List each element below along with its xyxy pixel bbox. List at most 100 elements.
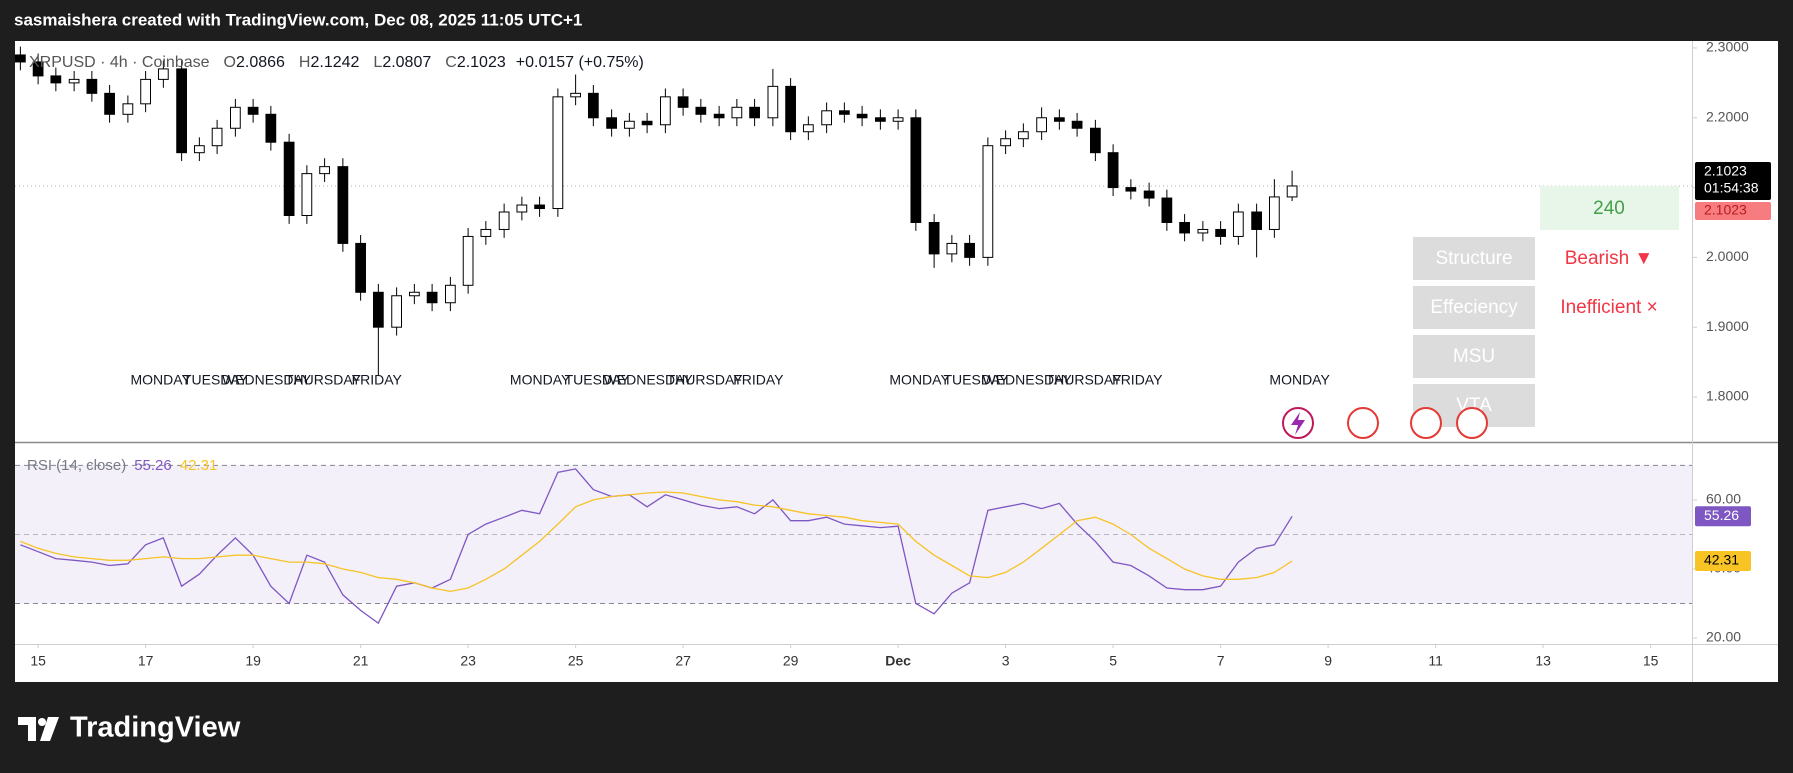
ohlc-legend: XRPUSD · 4h · Coinbase O2.0866 H2.1242 L2.0…: [29, 54, 644, 71]
rsi-line: [20, 468, 1293, 625]
session-label: TUESDAY: [183, 372, 249, 388]
y-tick-label: 1.9000: [1706, 318, 1749, 334]
y-tick-label: 2.3000: [1706, 39, 1749, 55]
y-tick-label: 1.8000: [1706, 388, 1749, 404]
logo-dot: [38, 718, 46, 726]
symbol: XRPUSD · 4h · Coinbase: [29, 54, 210, 71]
brand: TradingView: [70, 712, 241, 744]
panel-value: Bearish ▼: [1565, 248, 1654, 269]
candle-body: [1071, 120, 1083, 129]
y-tick-label: 2.0000: [1706, 248, 1749, 264]
lightning-glyph: [1291, 412, 1305, 435]
candle-body: [570, 92, 581, 98]
candle-body: [86, 78, 98, 94]
rsi-value: 55.26: [134, 457, 172, 474]
candle-body: [319, 166, 330, 175]
ohlc-key: C: [445, 54, 457, 71]
candle-body: [1251, 211, 1263, 230]
panel-label: MSU: [1453, 346, 1495, 367]
candle-body: [964, 242, 975, 258]
candle-body: [677, 96, 689, 108]
session-label: FRIDAY: [1112, 372, 1163, 388]
logo-mark: [18, 717, 36, 741]
candle-body: [516, 204, 528, 213]
x-tick-label: 13: [1535, 653, 1551, 669]
candle-body: [247, 106, 259, 115]
candle-body: [641, 120, 653, 126]
candle-body: [301, 173, 313, 216]
session-label: MONDAY: [889, 372, 950, 388]
candle-body: [1286, 185, 1298, 198]
ohlc-value: 2.1023: [457, 54, 506, 71]
candle-body: [749, 106, 760, 119]
logo-mark: [40, 717, 59, 741]
x-tick-label: 23: [460, 653, 476, 669]
candle-body: [1161, 197, 1173, 223]
session-label: FRIDAY: [352, 372, 403, 388]
candle-body: [372, 291, 384, 328]
price-tag-alt: [1695, 201, 1771, 220]
candle-body: [785, 85, 796, 133]
x-tick-label: 9: [1324, 653, 1332, 669]
y-tick-label: 60.00: [1706, 491, 1741, 507]
candle-body: [1197, 228, 1209, 234]
candle-body: [176, 68, 188, 154]
panel-value: Inefficient ×: [1560, 297, 1657, 318]
candle-body: [444, 284, 456, 304]
candle-body: [982, 145, 994, 258]
candle-body: [606, 117, 618, 129]
candle-body: [587, 92, 599, 119]
candle-body: [713, 113, 725, 119]
price-tag: [1695, 161, 1771, 200]
x-tick-label: 3: [1002, 653, 1010, 669]
candle-body: [534, 204, 545, 210]
ohlc-value: 2.0807: [382, 54, 431, 71]
candle-body: [32, 61, 44, 77]
x-tick-label: 21: [353, 653, 369, 669]
candle-body: [157, 68, 169, 80]
candle-body: [193, 145, 205, 154]
ohlc-value: 2.0866: [236, 54, 285, 71]
candle-body: [1215, 228, 1226, 237]
candle-body: [426, 291, 438, 304]
candle-body: [104, 92, 115, 115]
candle-body: [928, 221, 940, 255]
session-label: THURSDAY: [667, 372, 744, 388]
candle-body: [623, 120, 635, 129]
session-label: WEDNESDAY: [222, 372, 312, 388]
ohlc-key: H: [299, 54, 311, 71]
attribution: sasmaishera created with TradingView.com…: [14, 10, 582, 29]
x-tick-label: 17: [138, 653, 154, 669]
session-label: MONDAY: [130, 372, 191, 388]
rsi-tag: [1695, 550, 1751, 571]
candle-body: [552, 96, 564, 210]
candle-body: [122, 103, 134, 115]
price-tag-alt-value: 2.1023: [1704, 202, 1747, 218]
ohlc-value: 2.1242: [310, 54, 359, 71]
session-label: MONDAY: [510, 372, 571, 388]
x-tick-label: 29: [783, 653, 799, 669]
x-tick-label: 27: [675, 653, 691, 669]
session-label: TUESDAY: [944, 372, 1010, 388]
candle-body: [1125, 187, 1137, 192]
candle-body: [695, 106, 707, 115]
event-icons: [1282, 407, 1488, 439]
candle-body: [1268, 196, 1280, 230]
ohlc-key: O: [224, 54, 236, 71]
rsi-tag-value: 55.26: [1704, 507, 1739, 523]
session-label: WEDNESDAY: [604, 372, 694, 388]
x-tick-label: 19: [245, 653, 261, 669]
rsi-title: RSI (14, close): [27, 457, 126, 474]
x-tick-label: 15: [1643, 653, 1659, 669]
panel-label: Structure: [1435, 248, 1512, 269]
candle-body: [408, 291, 420, 297]
y-tick-label: 2.2000: [1706, 108, 1749, 124]
candle-body: [355, 242, 366, 293]
candle-body: [211, 127, 223, 147]
candle-body: [946, 242, 958, 255]
candle-body: [283, 141, 295, 216]
candle-body: [874, 117, 886, 122]
candle-body: [731, 106, 743, 119]
candle-body: [1179, 221, 1190, 234]
